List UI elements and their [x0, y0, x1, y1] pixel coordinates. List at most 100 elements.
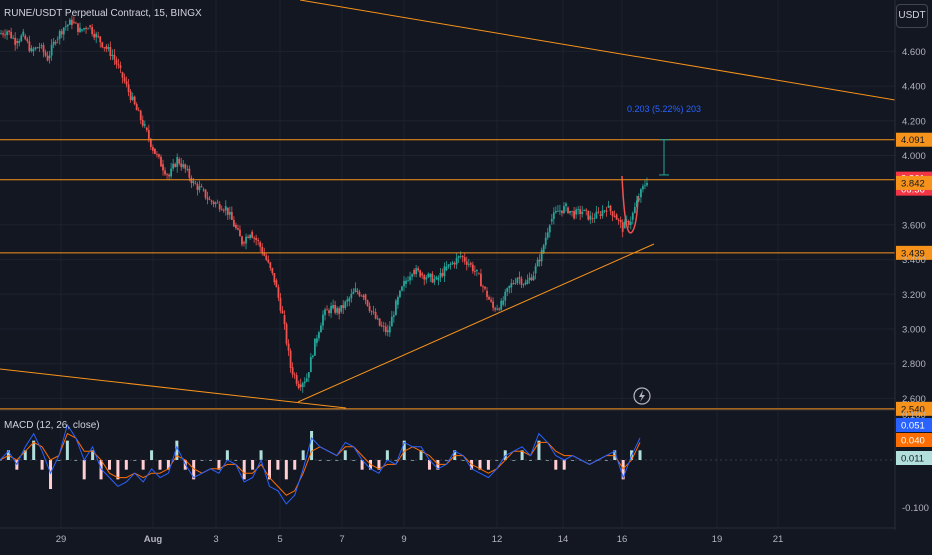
macd-histogram-bar [225, 450, 229, 460]
macd-histogram-bar [23, 450, 27, 460]
macd-histogram-bar [251, 460, 255, 470]
candle-body [465, 261, 468, 265]
candle-body [386, 330, 389, 333]
macd-histogram-bar [360, 460, 364, 470]
candle-body [449, 264, 452, 265]
candle-body [510, 283, 513, 288]
candle-body [589, 215, 592, 220]
candle-body [178, 158, 181, 164]
symbol-title[interactable]: RUNE/USDT Perpetual Contract, 15, BINGX [4, 8, 202, 19]
candle-body [394, 300, 397, 316]
macd-histogram-bar [259, 450, 263, 460]
candle-body [303, 381, 306, 384]
candle-body [230, 211, 233, 220]
candle-body [629, 221, 632, 225]
candle-body [322, 314, 324, 326]
y-tick-label: 2.600 [902, 394, 926, 405]
candle-body [174, 163, 177, 167]
candle-body [451, 262, 454, 265]
candle-body [172, 163, 175, 169]
candle-body [6, 31, 8, 36]
candle-body [222, 210, 225, 211]
candle-body [147, 130, 150, 139]
price-label: 3.842 [901, 178, 925, 189]
candle-body [484, 286, 486, 289]
candle-body [518, 276, 521, 279]
candle-body [565, 203, 567, 207]
candle-body [16, 41, 19, 43]
price-label-bg [896, 401, 932, 416]
candle-body [66, 24, 69, 27]
candle-body [182, 164, 185, 168]
macd-tick-label: 0.100 [902, 410, 926, 421]
candle-body [251, 231, 254, 238]
candle-body [583, 209, 586, 212]
macd-title[interactable]: MACD (12, 26, close) [4, 420, 100, 431]
candle-body [247, 236, 249, 239]
candle-body [62, 27, 65, 35]
candle-body [435, 276, 438, 279]
candle-body [24, 35, 27, 40]
candle-body [77, 23, 79, 33]
candle-body [540, 249, 543, 262]
macd-value-bg [896, 418, 932, 432]
candle-body [613, 216, 616, 217]
candle-body [633, 207, 636, 213]
candle-body [605, 210, 608, 212]
candle-body [397, 297, 399, 305]
macd-histogram-bar [562, 460, 566, 470]
candle-body [162, 164, 164, 171]
candle-body [125, 81, 128, 85]
lightning-icon[interactable] [633, 387, 651, 405]
candle-body [208, 199, 211, 201]
measure-tool[interactable]: 0.203 (5.22%) 203 [627, 104, 701, 176]
candle-body [563, 206, 565, 213]
candle-body [340, 305, 343, 312]
candle-body [237, 228, 239, 230]
macd-histogram-bar [158, 460, 162, 470]
candle-body [581, 211, 584, 215]
candle-body [637, 198, 640, 201]
candle-body [119, 65, 122, 68]
candle-body [577, 209, 580, 211]
candle-body [75, 22, 77, 24]
macd-histogram-bar [385, 450, 389, 460]
candle-body [607, 205, 610, 208]
candle-body [512, 283, 515, 285]
candle-body [70, 19, 73, 25]
macd-histogram-bar [343, 450, 347, 460]
candle-body [145, 127, 148, 131]
candle-body [552, 212, 555, 220]
candle-body [536, 259, 539, 267]
candle-body [516, 278, 519, 284]
trendlines[interactable] [0, 0, 896, 409]
candle-body [297, 383, 300, 389]
macd-histogram-bar [32, 440, 36, 460]
macd-histogram-bar [520, 450, 524, 460]
candle-body [644, 185, 646, 187]
candles [0, 15, 648, 393]
candle-body [534, 266, 537, 274]
candle-body [52, 41, 55, 45]
candle-body [194, 183, 197, 185]
y-tick-label: 3.600 [902, 220, 926, 231]
candle-body [44, 52, 47, 56]
x-axis[interactable]: 29 Aug 3 5 7 9 12 14 16 19 21 [56, 534, 784, 545]
candle-body [170, 168, 173, 177]
candle-body [405, 280, 407, 284]
candle-body [443, 266, 446, 277]
currency-button[interactable]: USDT [896, 4, 928, 28]
candle-body [417, 268, 420, 271]
candle-body [508, 285, 511, 289]
y-axis[interactable]: 4.600 4.400 4.200 4.000 3.600 3.400 3.200 3.000… [894, 0, 932, 530]
candle-body [433, 278, 436, 283]
candle-body [137, 110, 140, 112]
candle-body [253, 237, 256, 239]
candle-body [328, 310, 330, 314]
candle-body [224, 206, 227, 211]
x-tick-label: 9 [401, 534, 406, 545]
candle-body [425, 277, 428, 280]
